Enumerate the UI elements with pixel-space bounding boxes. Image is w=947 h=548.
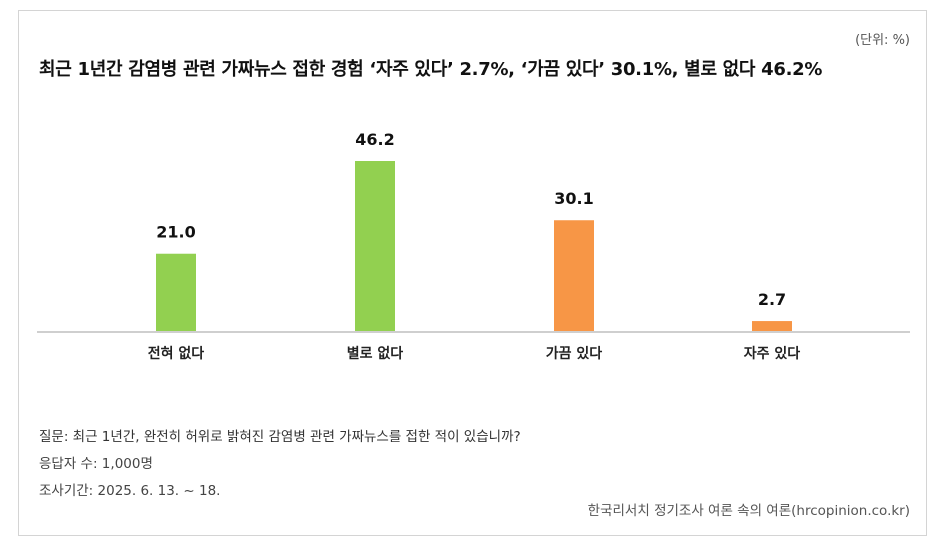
source-credit: 한국리서치 정기조사 여론 속의 여론(hrcopinion.co.kr) [587,503,910,519]
bar-4 [752,321,792,331]
bar-3 [554,220,594,331]
survey-notes: 질문: 최근 1년간, 완전히 허위로 밝혀진 감염병 관련 가짜뉴스를 접한 … [39,424,521,505]
value-label-4: 2.7 [758,290,786,309]
survey-period: 조사기간: 2025. 6. 13. ~ 18. [39,483,221,499]
unit-label: (단위: %) [855,33,910,48]
bar-2 [355,161,395,331]
bar-1 [156,253,196,331]
value-label-2: 46.2 [355,130,394,149]
value-label-3: 30.1 [554,189,593,208]
value-label-1: 21.0 [156,223,195,242]
category-label-4: 자주 있다 [744,346,801,362]
category-label-2: 별로 없다 [347,345,404,362]
survey-question: 질문: 최근 1년간, 완전히 허위로 밝혀진 감염병 관련 가짜뉴스를 접한 … [39,429,521,445]
category-label-1: 전혀 없다 [148,345,205,362]
chart-title: 최근 1년간 감염병 관련 가짜뉴스 접한 경험 ‘자주 있다’ 2.7%, ‘… [39,59,823,80]
category-label-3: 가끔 있다 [546,346,603,362]
bar-chart: 21.0 전혀 없다 46.2 별로 없다 30.1 가끔 있다 2.7 자주 있다 [37,130,910,362]
survey-respondents: 응답자 수: 1,000명 [39,456,153,472]
chart-frame: (단위: %) 최근 1년간 감염병 관련 가짜뉴스 접한 경험 ‘자주 있다’… [18,10,927,536]
